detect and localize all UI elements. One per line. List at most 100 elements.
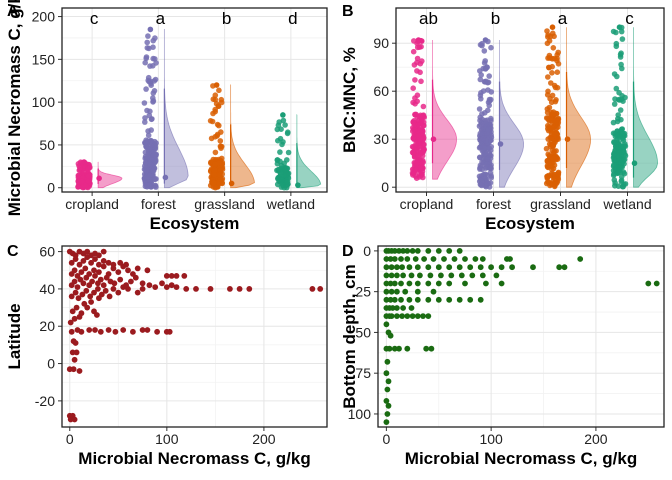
data-point <box>462 256 468 262</box>
median-point-wetland <box>631 160 638 166</box>
data-point <box>530 264 536 271</box>
data-point-wetland <box>620 133 626 140</box>
data-point <box>400 272 406 279</box>
median-point-grassland <box>228 180 235 187</box>
data-point <box>112 328 119 335</box>
data-point <box>430 288 437 295</box>
data-point-grassland <box>555 171 562 178</box>
data-point-wetland <box>611 139 617 145</box>
data-point-grassland <box>551 148 558 155</box>
data-point <box>72 340 79 346</box>
data-point-forest <box>477 130 484 137</box>
data-point-forest <box>480 88 487 94</box>
data-point-cropland <box>85 178 92 184</box>
data-point-wetland <box>284 130 291 137</box>
data-point-wetland <box>621 156 628 163</box>
data-point <box>78 328 85 335</box>
panel-c: -20 0 20 40 60 0 100 200 Microbial Necromass C, … <box>5 243 328 468</box>
plot-frame <box>61 245 328 428</box>
data-point <box>398 256 404 262</box>
data-point-grassland <box>217 138 224 144</box>
data-point <box>71 278 78 285</box>
data-point <box>88 259 94 266</box>
data-point <box>67 319 74 326</box>
data-point <box>507 256 513 262</box>
data-point <box>71 267 78 274</box>
data-point-max-grassland <box>549 24 556 31</box>
data-point-grassland <box>548 99 555 106</box>
data-point-forest <box>486 145 493 151</box>
x-axis-title: Microbial Necromass C, g/kg <box>405 449 637 468</box>
data-point-wetland <box>277 149 283 155</box>
data-point-grassland <box>546 64 552 71</box>
data-point <box>97 328 104 335</box>
data-point-forest <box>146 146 153 152</box>
data-point-grassland <box>218 99 225 106</box>
data-point <box>384 411 391 417</box>
data-point <box>404 256 411 262</box>
data-point-forest <box>150 168 156 174</box>
data-point <box>430 256 437 262</box>
data-point <box>398 296 404 303</box>
data-point <box>152 284 159 290</box>
data-point-forest <box>487 165 494 171</box>
data-point-grassland <box>552 181 558 187</box>
data-point <box>394 305 400 311</box>
x-axis-title: Ecosystem <box>485 214 575 233</box>
data-point-cropland <box>418 172 425 179</box>
data-point <box>125 267 131 274</box>
data-point <box>75 295 82 302</box>
data-point-cropland <box>421 141 427 148</box>
data-point <box>400 248 406 254</box>
data-point-forest <box>151 151 158 158</box>
data-point <box>139 327 146 333</box>
x-tick-label: cropland <box>65 196 119 212</box>
data-point <box>383 288 390 295</box>
data-point-grassland <box>555 124 561 130</box>
data-point-forest <box>143 55 149 62</box>
data-point <box>451 256 458 262</box>
data-point-forest <box>143 86 149 92</box>
data-point-grassland <box>212 161 218 167</box>
data-point <box>309 286 316 292</box>
data-point <box>425 313 432 319</box>
data-point-grassland <box>212 149 219 156</box>
data-point <box>421 256 427 262</box>
data-point <box>383 264 390 271</box>
data-point <box>391 248 398 254</box>
data-point-forest <box>484 155 491 162</box>
data-point <box>394 264 400 271</box>
data-point <box>645 280 652 287</box>
data-point <box>146 282 153 289</box>
data-point <box>406 280 413 287</box>
data-point <box>110 286 117 292</box>
data-point <box>394 288 400 295</box>
data-point <box>246 286 253 292</box>
data-point-cropland <box>410 48 417 55</box>
data-point <box>92 256 98 262</box>
data-point <box>404 345 411 352</box>
data-point <box>409 313 416 319</box>
data-point <box>97 276 104 283</box>
data-point <box>80 280 87 287</box>
data-point-grassland <box>545 34 551 40</box>
data-point-wetland <box>619 36 626 42</box>
data-point <box>383 256 390 262</box>
y-axis-title: Microbial Necromass C, g/kg <box>5 0 24 216</box>
plot-frame <box>61 7 328 193</box>
data-point-wetland <box>611 177 618 183</box>
data-point <box>173 273 180 279</box>
data-point-wetland <box>619 65 625 72</box>
y-tick-label: 0 <box>363 243 371 259</box>
data-point <box>91 289 97 296</box>
data-point-wetland <box>611 71 618 77</box>
data-point <box>425 264 432 271</box>
data-point <box>88 299 94 305</box>
data-point <box>409 248 416 254</box>
data-point-wetland <box>611 101 618 107</box>
data-point <box>400 305 406 311</box>
data-point <box>383 280 390 287</box>
panel-b: ab b a c 0 30 60 90 cropland forest grassland wetla… <box>340 3 665 233</box>
data-point-grassland <box>551 111 558 117</box>
